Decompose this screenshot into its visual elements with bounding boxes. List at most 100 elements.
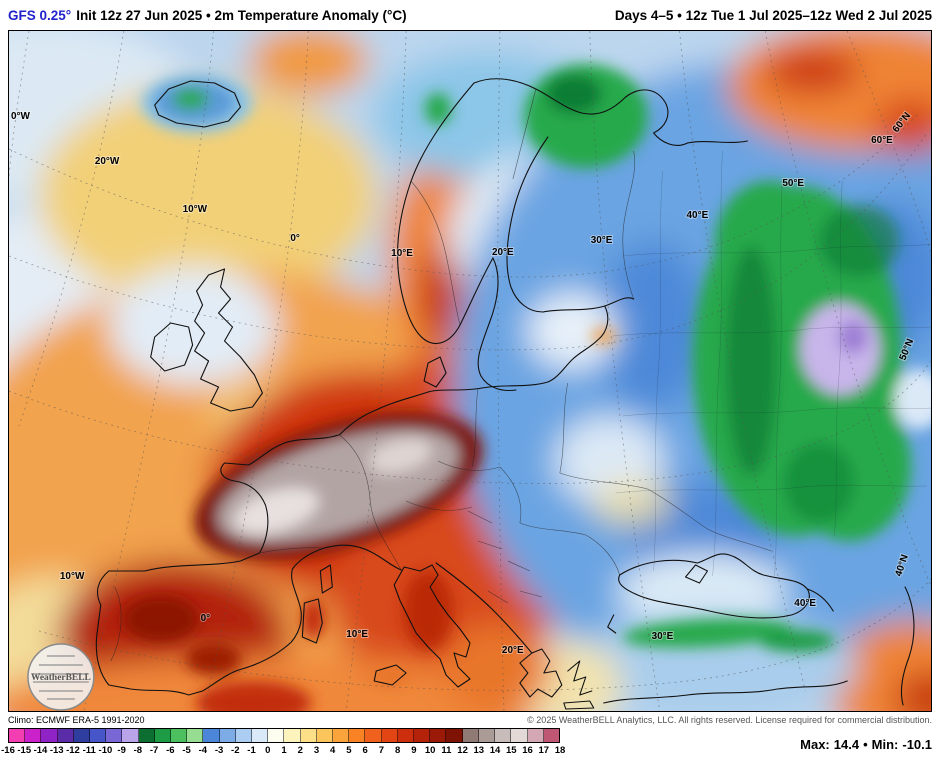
colorbar-cell <box>430 729 447 742</box>
colorbar-tick-label: -11 <box>82 745 96 756</box>
colorbar-cell <box>235 729 253 742</box>
colorbar-cell <box>106 729 123 742</box>
max-value: 14.4 <box>833 737 860 752</box>
colorbar-tick-label: -15 <box>17 745 32 756</box>
map-area: 0°W 20°W 10°W 0° 10°E 20°E 30°E 40°E 50°… <box>8 30 932 712</box>
graticule-lines <box>9 31 931 711</box>
title-left: GFS 0.25° Init 12z 27 Jun 2025 • 2m Tempe… <box>8 8 407 23</box>
coord-label: 40°E <box>687 210 709 221</box>
colorbar-tick-label: 4 <box>330 745 336 756</box>
colorbar-tick-label: 6 <box>362 745 368 756</box>
colorbar-cell <box>381 729 398 742</box>
title-bar: GFS 0.25° Init 12z 27 Jun 2025 • 2m Tempe… <box>0 0 940 30</box>
colorbar-cell <box>284 729 301 742</box>
colorbar-tick-label: -7 <box>149 745 159 756</box>
colorbar-cell <box>543 729 559 742</box>
attribution-bar: Climo: ECMWF ERA-5 1991-2020 © 2025 Weat… <box>8 713 932 727</box>
colorbar-cell <box>462 729 479 742</box>
colorbar-cell <box>365 729 382 742</box>
colorbar-tick-label: -8 <box>133 745 143 756</box>
colorbar-tick-label: 15 <box>505 745 517 756</box>
coord-label: 10°E <box>391 248 413 259</box>
colorbar-cell <box>41 729 58 742</box>
colorbar-tick-label: -2 <box>231 745 240 756</box>
colorbar-cell <box>171 729 188 742</box>
run-subtitle: Init 12z 27 Jun 2025 • 2m Temperature An… <box>76 7 407 23</box>
country-borders <box>110 88 772 662</box>
colorbar-cell <box>138 729 155 742</box>
separator-bullet: • <box>863 737 868 752</box>
min-value: -10.1 <box>902 737 932 752</box>
anomaly-map-svg: 0°W 20°W 10°W 0° 10°E 20°E 30°E 40°E 50°… <box>9 31 931 711</box>
coord-label: 20°E <box>502 645 524 656</box>
colorbar-tick-label: 2 <box>297 745 303 756</box>
coastlines <box>95 78 915 710</box>
colorbar-cell <box>478 729 496 742</box>
colorbar-cell <box>219 729 236 742</box>
colorbar-tick-label: 11 <box>441 745 452 756</box>
colorbar-cell <box>316 729 334 742</box>
colorbar-tick-label: 3 <box>313 745 320 756</box>
coord-label: 30°E <box>591 235 613 246</box>
colorbar-tick-label: 17 <box>538 745 550 756</box>
coord-label: 40°E <box>794 598 816 609</box>
colorbar-cell <box>252 729 269 742</box>
coord-label: 10°E <box>346 629 368 640</box>
model-name: GFS 0.25° <box>8 7 72 23</box>
colorbar-cell <box>154 729 172 742</box>
climo-note: Climo: ECMWF ERA-5 1991-2020 <box>8 715 145 725</box>
colorbar-tick-label: -4 <box>198 745 208 756</box>
admin-boundaries <box>612 150 931 577</box>
colorbar-tick-label: 14 <box>489 745 501 756</box>
colorbar-cell <box>57 729 74 742</box>
colorbar-tick-label: -5 <box>182 745 191 756</box>
colorbar-tick-label: 10 <box>424 745 436 756</box>
colorbar-tick-label: 9 <box>411 745 417 756</box>
colorbar-cell <box>397 729 415 742</box>
colorbar-tick-label: -1 <box>247 745 256 756</box>
colorbar-tick-label: -6 <box>166 745 175 756</box>
colorbar-ticks: -16 -15 -14 -13 -12 -11 -10 -9 -8 -7 -6 -5 -4 -3 -2 -1 0… <box>1 744 565 757</box>
colorbar-cell <box>73 729 91 742</box>
anomaly-field-detail <box>122 64 931 711</box>
min-label: Min: <box>871 737 899 752</box>
coord-label: 50°E <box>782 178 804 189</box>
colorbar-cell <box>495 729 512 742</box>
colorbar-cell <box>203 729 220 742</box>
colorbar: -16 -15 -14 -13 -12 -11 -10 -9 -8 -7 -6 -5 -4 -3 -2 -1 0… <box>1 728 565 757</box>
colorbar-tick-label: 1 <box>281 745 287 756</box>
colorbar-tick-label: -9 <box>117 745 126 756</box>
colorbar-tick-label: -13 <box>49 745 64 756</box>
colorbar-tick-label: 18 <box>554 745 566 756</box>
colorbar-tick-label: -14 <box>33 745 48 756</box>
colorbar-tick-label: 13 <box>473 745 485 756</box>
colorbar-cell <box>349 729 366 742</box>
colorbar-cell <box>333 729 350 742</box>
coord-label: 20°W <box>95 156 120 167</box>
colorbar-cell <box>511 729 528 742</box>
colorbar-tick-label: 12 <box>457 745 468 756</box>
coord-label: 0° <box>290 233 300 244</box>
colorbar-tick-label: -10 <box>98 745 113 756</box>
logo-stripes-icon <box>32 655 89 700</box>
logo-text: WeatherBELL <box>31 673 91 683</box>
coord-label: 30°E <box>652 631 674 642</box>
colorbar-cell <box>90 729 107 742</box>
coord-label: 10°W <box>183 204 208 215</box>
colorbar-tick-label: -3 <box>214 745 224 756</box>
colorbar-cell <box>300 729 317 742</box>
coord-label: 0°W <box>11 111 31 122</box>
valid-time-range: Days 4–5 • 12z Tue 1 Jul 2025–12z Wed 2 … <box>614 7 932 23</box>
colorbar-cell <box>527 729 544 742</box>
coord-label: 60°E <box>871 135 893 146</box>
colorbar-tick-label: -16 <box>1 745 15 756</box>
colorbar-cell <box>122 729 139 742</box>
colorbar-tick-label: 7 <box>378 745 385 756</box>
colorbar-cell <box>446 729 463 742</box>
colorbar-cells <box>8 728 560 743</box>
colorbar-tick-label: 16 <box>522 745 533 756</box>
colorbar-tick-label: 0 <box>265 745 271 756</box>
colorbar-cell <box>9 729 26 742</box>
coord-label: 0° <box>201 613 211 624</box>
